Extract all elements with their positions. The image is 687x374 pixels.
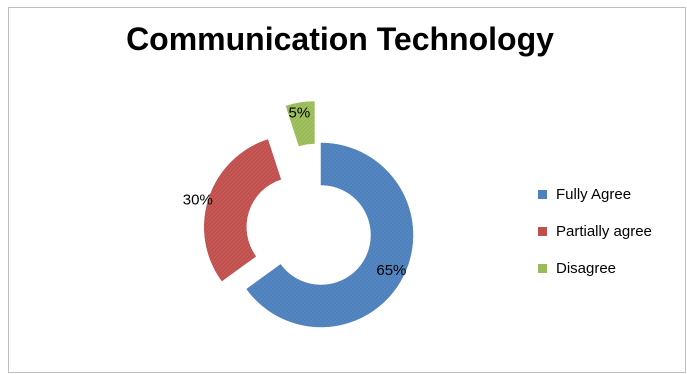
legend-item-fully-agree: Fully Agree (538, 176, 687, 213)
legend-swatch-fully-agree (538, 190, 547, 199)
data-label-disagree: 5% (289, 104, 311, 121)
chart-title: Communication Technology (126, 21, 554, 57)
slice-fully-agree (246, 142, 414, 328)
slice-disagree (285, 101, 315, 147)
legend-label-partially-agree: Partially agree (556, 223, 652, 240)
legend-item-disagree: Disagree (538, 250, 687, 287)
legend: Fully Agree Partially agree Disagree (538, 176, 687, 287)
legend-item-partially-agree: Partially agree (538, 213, 687, 250)
data-label-fully-agree: 65% (376, 262, 406, 279)
slice-partially-agree (204, 139, 282, 282)
legend-swatch-disagree (538, 264, 547, 273)
legend-swatch-partially-agree (538, 227, 547, 236)
data-label-partially-agree: 30% (183, 192, 213, 209)
legend-label-fully-agree: Fully Agree (556, 186, 632, 203)
legend-label-disagree: Disagree (556, 260, 617, 277)
